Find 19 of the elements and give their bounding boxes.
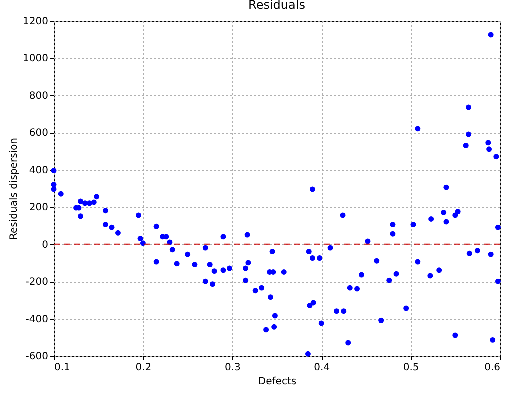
y-tick-label: 600 xyxy=(29,128,48,140)
x-tick-label: 0.6 xyxy=(484,362,500,374)
y-tick-label: 1200 xyxy=(23,16,48,28)
y-tick-label: 0 xyxy=(42,240,48,251)
x-tick-label: 0.4 xyxy=(314,362,330,374)
y-tick-label: 200 xyxy=(29,202,48,214)
x-tick-label: 0.3 xyxy=(224,362,241,374)
x-tick-label: 0.2 xyxy=(136,362,152,374)
y-tick-label: -400 xyxy=(26,314,48,326)
y-tick-label: -200 xyxy=(26,277,48,288)
chart-title: Residuals xyxy=(248,0,306,12)
y-tick-label: 800 xyxy=(29,90,48,102)
y-tick-label: 400 xyxy=(29,165,48,176)
y-tick-label: 1000 xyxy=(23,54,48,65)
x-tick-label: 0.1 xyxy=(54,362,70,374)
x-tick-label: 0.5 xyxy=(403,362,420,374)
y-tick-label: -600 xyxy=(26,352,48,362)
y-axis-title: Residuals dispersion xyxy=(9,138,20,240)
x-axis-title: Defects xyxy=(258,376,297,388)
